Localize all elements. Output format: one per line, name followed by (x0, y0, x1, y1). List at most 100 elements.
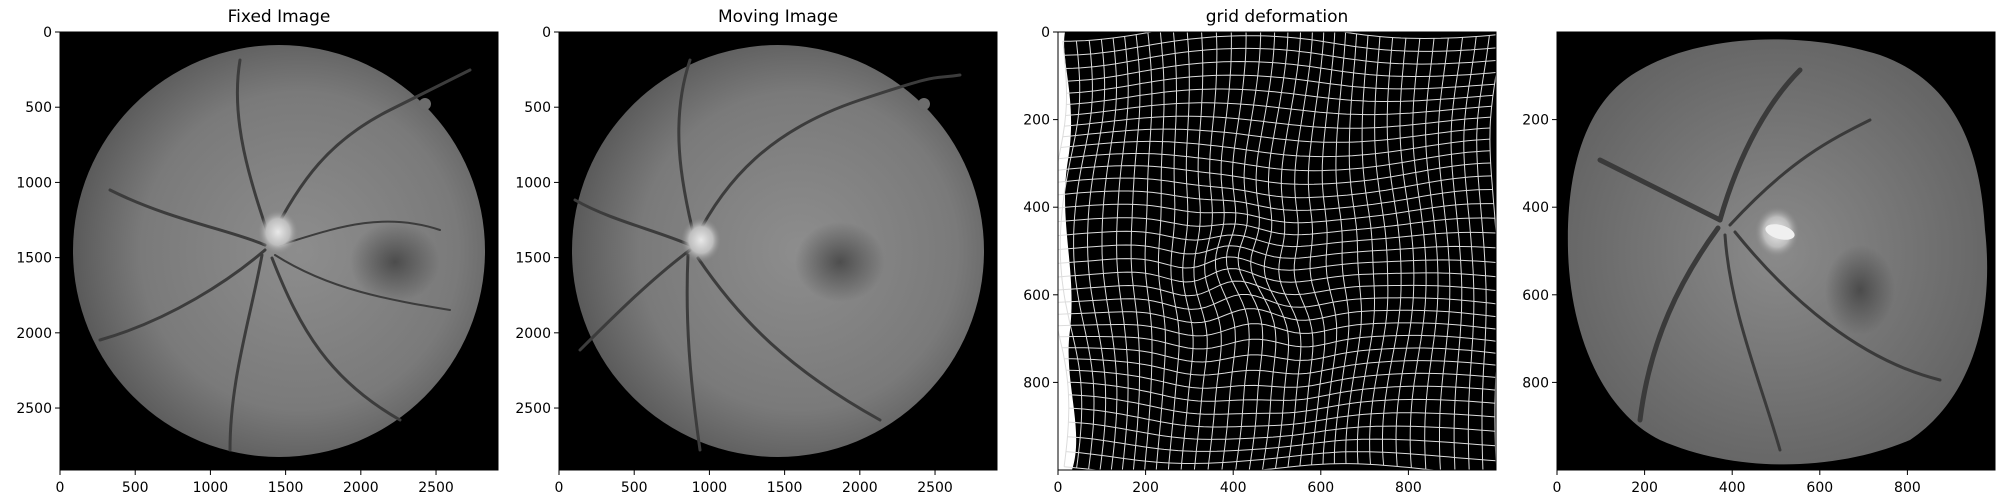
y-tick-label: 200 (1522, 113, 1549, 129)
grid-line (1437, 38, 1451, 470)
grid-line (1058, 268, 1496, 283)
x-axis: 0 200 400 600 800 (1054, 470, 1422, 496)
y-axis: 200 400 600 800 (1522, 113, 1557, 391)
panel-title: Moving Image (718, 7, 838, 27)
y-tick-label: 800 (1522, 375, 1549, 391)
y-tick-label: 0 (542, 25, 551, 41)
x-tick-label: 0 (1054, 480, 1063, 496)
x-tick-label: 0 (56, 480, 65, 496)
vessels (1597, 67, 1942, 452)
panel-warped-image: 0 200 400 600 800 200 400 600 800 (1522, 31, 1996, 496)
vessels (98, 58, 472, 452)
grid-line (1064, 358, 1496, 376)
edge-spot (419, 98, 431, 110)
x-tick-label: 400 (1220, 480, 1247, 496)
panel-grid-deformation: 0 200 400 600 800 0 200 400 600 800 grid deforma… (1023, 7, 1497, 496)
grid-line (1278, 32, 1302, 468)
y-tick-label: 1000 (16, 175, 52, 191)
grid-line (1450, 37, 1463, 470)
panel-moving-image: 0 500 1000 1500 2000 2500 0 500 1000 1500 2000 250… (515, 7, 998, 496)
grid-line (1409, 38, 1427, 468)
x-tick-label: 2500 (917, 480, 953, 496)
optic-disc (258, 210, 298, 254)
y-tick-label: 0 (1041, 25, 1050, 41)
y-axis: 0 200 400 600 800 (1023, 25, 1058, 391)
grid-line (1321, 32, 1338, 465)
y-tick-label: 1500 (515, 251, 551, 267)
deformation-background (1064, 32, 1496, 470)
y-tick-label: 800 (1023, 375, 1050, 391)
optic-disc-bright (1765, 224, 1795, 240)
grid-line (1395, 38, 1415, 467)
retina-fundus (572, 45, 984, 457)
y-tick-label: 600 (1522, 288, 1549, 304)
x-tick-label: 1500 (268, 480, 304, 496)
grid-line (1066, 369, 1496, 389)
vessels (573, 58, 962, 452)
x-tick-label: 500 (122, 480, 149, 496)
panel-title: Fixed Image (228, 7, 331, 27)
x-tick-label: 2000 (343, 480, 379, 496)
macula (350, 222, 440, 302)
x-tick-label: 600 (1806, 480, 1833, 496)
x-axis: 0 500 1000 1500 2000 2500 (555, 470, 953, 496)
grid-line (1356, 35, 1375, 464)
grid-line (1058, 256, 1496, 271)
grid-line (1059, 334, 1496, 350)
y-tick-label: 0 (43, 25, 52, 41)
x-axis: 0 500 1000 1500 2000 2500 (56, 470, 454, 496)
x-tick-label: 800 (1395, 480, 1422, 496)
y-tick-label: 200 (1023, 113, 1050, 129)
grid-line (1382, 37, 1402, 466)
x-tick-label: 0 (555, 480, 564, 496)
y-tick-label: 500 (25, 100, 52, 116)
grid-line (1065, 451, 1496, 464)
x-tick-label: 2000 (842, 480, 878, 496)
y-tick-label: 400 (1023, 200, 1050, 216)
y-tick-label: 2500 (16, 401, 52, 417)
grid-line (1424, 38, 1439, 470)
grid-line (1058, 308, 1496, 324)
y-axis: 0 500 1000 1500 2000 2500 (515, 25, 559, 417)
optic-disc (681, 218, 721, 262)
grid-line (1293, 32, 1314, 466)
y-tick-label: 1500 (16, 251, 52, 267)
y-tick-label: 2500 (515, 401, 551, 417)
grid-line (1307, 32, 1326, 465)
grid-line (1068, 421, 1496, 440)
x-tick-label: 0 (1553, 480, 1562, 496)
grid-line (1369, 36, 1389, 465)
grid-line (1062, 32, 1496, 42)
y-tick-label: 500 (524, 100, 551, 116)
grid-line (1345, 33, 1363, 464)
grid-line (1058, 41, 1070, 467)
grid-line (1489, 71, 1496, 470)
grid-line (1476, 35, 1490, 470)
deformation-grid (1058, 32, 1496, 470)
x-tick-label: 400 (1719, 480, 1746, 496)
grid-line (1067, 436, 1496, 452)
panel-fixed-image: 0 500 1000 1500 2000 2500 0 500 1000 1500 2000 250… (16, 7, 499, 496)
x-tick-label: 1000 (692, 480, 728, 496)
grid-line (1463, 36, 1477, 470)
grid-line (1061, 347, 1496, 363)
panel-title: grid deformation (1206, 7, 1349, 27)
grid-line (1058, 244, 1496, 259)
x-tick-label: 600 (1307, 480, 1334, 496)
grid-line (1058, 294, 1496, 310)
x-tick-label: 2500 (418, 480, 454, 496)
grid-line (1058, 280, 1496, 297)
edge-spot (918, 98, 930, 110)
y-axis: 0 500 1000 1500 2000 2500 (16, 25, 60, 417)
x-tick-label: 200 (1132, 480, 1159, 496)
macula (795, 222, 885, 302)
grid-line (1333, 32, 1350, 464)
grid-line (1067, 381, 1496, 402)
x-tick-label: 200 (1631, 480, 1658, 496)
grid-line (1058, 322, 1496, 337)
macula (1825, 245, 1895, 335)
x-tick-label: 800 (1894, 480, 1921, 496)
x-tick-label: 500 (621, 480, 648, 496)
x-axis: 0 200 400 600 800 (1553, 470, 1921, 496)
